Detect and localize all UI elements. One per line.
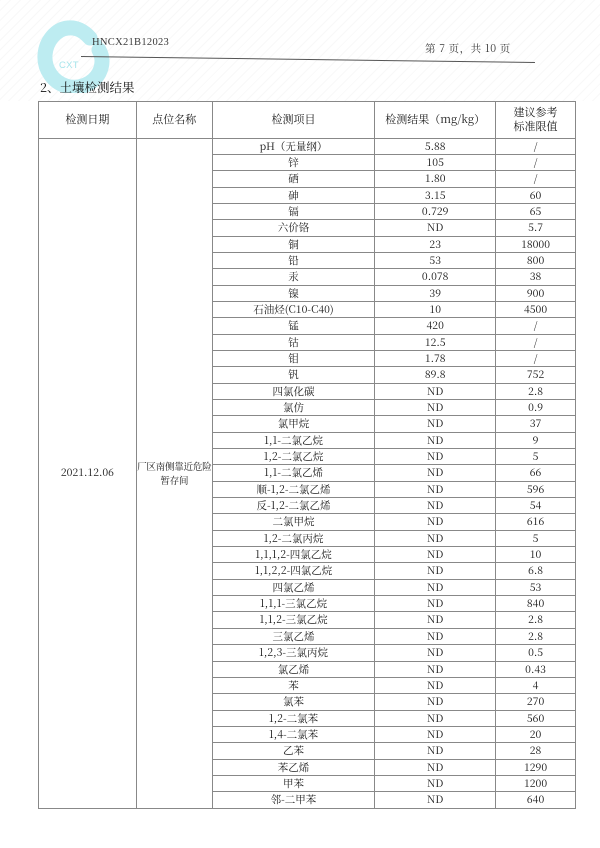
svg-text:CXT: CXT — [59, 60, 79, 71]
